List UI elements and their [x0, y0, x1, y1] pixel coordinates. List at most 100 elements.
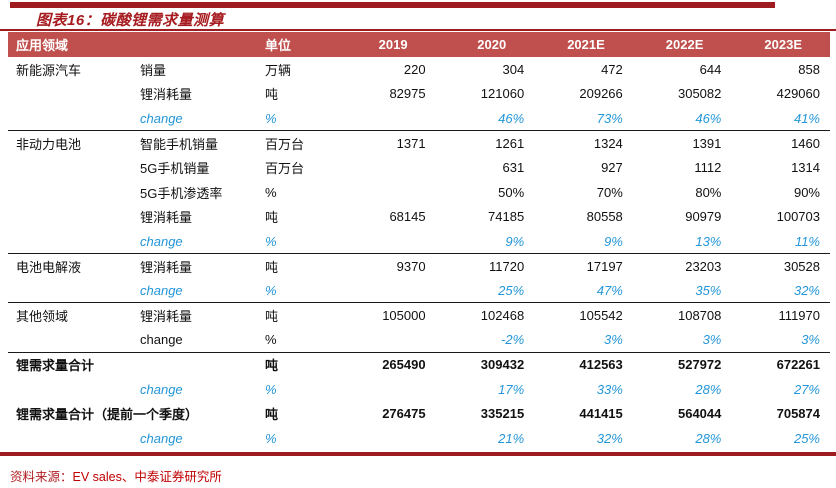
row-group-label — [8, 327, 132, 353]
row-value: 564044 — [677, 406, 722, 422]
row-value: 108708 — [677, 307, 722, 323]
source-note: 资料来源：EV sales、中泰证券研究所 — [10, 466, 222, 485]
row-metric-label: change — [132, 327, 257, 353]
row-value: 70% — [596, 184, 623, 200]
table-row: 非动力电池 智能手机销量 百万台 1371 1261 1324 1391 1460 — [8, 131, 830, 156]
row-metric-label: change — [132, 278, 257, 304]
row-value: 90979 — [685, 209, 722, 225]
row-value — [337, 426, 436, 451]
row-metric-label: change — [132, 229, 257, 255]
row-metric-label: change — [140, 430, 183, 446]
row-value: 441415 — [579, 406, 623, 422]
row-value: 1324 — [593, 135, 623, 151]
row-metric-label: 智能手机销量 — [140, 136, 219, 152]
row-value: 46% — [632, 106, 732, 132]
row-unit: % — [257, 106, 337, 132]
table-row: 锂消耗量 吨 68145 74185 80558 90979 100703 — [8, 205, 830, 230]
row-unit: % — [265, 430, 277, 446]
row-metric-label: 锂消耗量 — [140, 308, 193, 324]
table-row: change% 17% 33% 28% 27% — [8, 377, 830, 402]
table-row: change% 9% 9% 13% 11% — [8, 229, 830, 255]
figure-title: 图表16：碳酸锂需求量测算 — [36, 12, 225, 29]
row-metric-label: 销量 — [140, 62, 167, 78]
row-value: 13% — [632, 229, 732, 255]
row-value: 9% — [534, 229, 633, 255]
row-value: 23203 — [685, 258, 722, 274]
row-value: 1391 — [692, 135, 722, 151]
row-metric-label: 锂消耗量 — [140, 87, 193, 103]
row-group-label: 其他领域 — [16, 308, 69, 324]
row-value: 11% — [731, 229, 830, 255]
row-value: 3% — [534, 327, 633, 353]
row-value: 41% — [731, 106, 830, 132]
row-value: 80% — [695, 184, 722, 200]
table-row: 新能源汽车 销量 万辆 220 304 472 644 858 — [8, 57, 830, 82]
table-row: 锂需求量合计（提前一个季度） 吨 276475 335215 441415 564044 7… — [8, 401, 830, 426]
row-unit: % — [257, 229, 337, 255]
row-value: 30528 — [783, 258, 820, 274]
row-value: 105542 — [579, 307, 623, 323]
row-value: 111970 — [778, 307, 820, 323]
row-value: 25% — [793, 430, 820, 446]
row-value: 28% — [695, 430, 722, 446]
lithium-demand-table: 应用领域 单位 2019 2020 2021E 2022E 2023E 新能源汽… — [8, 32, 830, 451]
row-metric-label: 5G手机渗透率 — [140, 185, 223, 201]
table-row: 5G手机渗透率% 50% 70% 80% 90% — [8, 180, 830, 205]
row-value: 82975 — [389, 86, 426, 102]
table-row: change% -2% 3% 3% 3% — [8, 327, 830, 353]
table-bottom-rule — [0, 452, 836, 456]
table-row: 电池电解液 锂消耗量 吨 9370 11720 17197 23203 30528 — [8, 254, 830, 279]
col-header-application: 应用领域 — [16, 38, 69, 53]
row-value — [337, 229, 436, 255]
row-value: 47% — [534, 278, 633, 304]
row-group-label: 锂需求量合计（提前一个季度） — [16, 407, 199, 423]
row-value: 1261 — [495, 135, 525, 151]
row-value: 9% — [435, 229, 535, 255]
row-metric-label: change — [140, 381, 183, 397]
table-row: 其他领域 锂消耗量 吨 105000 102468 105542 108708 111970 — [8, 303, 830, 328]
row-value: 220 — [403, 61, 426, 77]
row-group-label — [8, 426, 132, 451]
row-value: 1460 — [791, 135, 820, 151]
col-header-metric — [132, 32, 257, 57]
row-metric-label: change — [132, 106, 257, 132]
row-value: 304 — [502, 61, 525, 77]
col-header-2020: 2020 — [477, 37, 507, 52]
row-value: 1371 — [396, 135, 426, 151]
col-header-2021e: 2021E — [567, 37, 605, 52]
row-unit: % — [265, 184, 277, 200]
row-value: 25% — [435, 278, 535, 304]
row-group-label — [8, 82, 132, 107]
row-value: 631 — [502, 160, 525, 176]
row-group-label — [8, 180, 132, 205]
row-value: 11720 — [489, 258, 525, 274]
col-header-2019: 2019 — [378, 37, 408, 52]
title-divider — [0, 29, 836, 31]
row-unit: % — [265, 381, 277, 397]
row-value: 28% — [695, 381, 722, 397]
table-row: 锂消耗量 吨 82975 121060 209266 305082 429060 — [8, 82, 830, 107]
row-value — [337, 377, 436, 402]
row-value: -2% — [435, 327, 535, 353]
row-value: 927 — [601, 160, 623, 176]
row-value: 858 — [798, 61, 820, 77]
table-row: 锂需求量合计 吨 265490 309432 412563 527972 672261 — [8, 352, 830, 377]
row-group-label: 非动力电池 — [16, 136, 82, 152]
row-value: 102468 — [480, 307, 525, 323]
row-group-label — [8, 155, 132, 180]
row-metric-label: 锂消耗量 — [140, 210, 193, 226]
row-group-label — [8, 106, 132, 132]
row-value: 305082 — [677, 86, 722, 102]
row-metric-label: 5G手机销量 — [140, 161, 210, 177]
row-value: 73% — [534, 106, 633, 132]
table-row: change% 25% 47% 35% 32% — [8, 278, 830, 304]
source-value: EV sales、中泰证券研究所 — [72, 470, 222, 484]
col-header-2023e: 2023E — [764, 37, 802, 52]
table-header-row: 应用领域 单位 2019 2020 2021E 2022E 2023E — [8, 32, 830, 57]
row-unit: 吨 — [265, 358, 279, 374]
row-unit: 万辆 — [265, 62, 292, 78]
row-value — [337, 327, 436, 353]
row-unit: 吨 — [265, 407, 279, 423]
row-unit: % — [257, 327, 337, 353]
row-value — [337, 106, 436, 132]
